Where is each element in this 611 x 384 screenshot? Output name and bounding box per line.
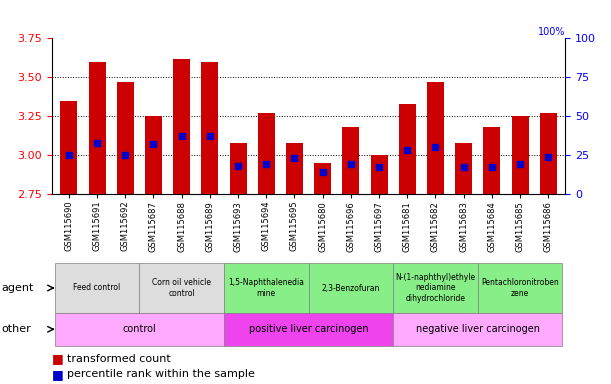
Bar	[89, 62, 106, 194]
Bar	[258, 113, 275, 194]
Bar	[455, 142, 472, 194]
Bar	[60, 101, 78, 194]
Text: Pentachloronitroben
zene: Pentachloronitroben zene	[481, 278, 559, 298]
Bar	[224, 263, 309, 313]
Text: Feed control: Feed control	[73, 283, 121, 293]
Text: negative liver carcinogen: negative liver carcinogen	[415, 324, 540, 334]
Bar	[399, 104, 415, 194]
Text: Corn oil vehicle
control: Corn oil vehicle control	[152, 278, 211, 298]
Bar	[540, 113, 557, 194]
Bar	[286, 142, 303, 194]
Bar	[145, 116, 162, 194]
Bar	[139, 263, 224, 313]
Bar	[427, 82, 444, 194]
Text: 100%: 100%	[538, 27, 565, 37]
Bar	[173, 59, 190, 194]
Text: agent: agent	[1, 283, 34, 293]
Text: ■: ■	[52, 368, 64, 381]
Text: control: control	[122, 324, 156, 334]
Bar	[55, 313, 224, 346]
Bar	[342, 127, 359, 194]
Text: transformed count: transformed count	[67, 354, 171, 364]
Bar	[371, 155, 387, 194]
Bar	[230, 142, 246, 194]
Bar	[309, 263, 393, 313]
Bar	[483, 127, 500, 194]
Text: other: other	[1, 324, 31, 334]
Bar	[314, 163, 331, 194]
Text: 2,3-Benzofuran: 2,3-Benzofuran	[321, 283, 380, 293]
Text: ■: ■	[52, 353, 64, 366]
Bar	[55, 263, 139, 313]
Bar	[393, 313, 562, 346]
Text: N-(1-naphthyl)ethyle
nediamine
dihydrochloride: N-(1-naphthyl)ethyle nediamine dihydroch…	[395, 273, 475, 303]
Text: positive liver carcinogen: positive liver carcinogen	[249, 324, 368, 334]
Text: 1,5-Naphthalenedia
mine: 1,5-Naphthalenedia mine	[229, 278, 304, 298]
Bar	[224, 313, 393, 346]
Text: percentile rank within the sample: percentile rank within the sample	[67, 369, 255, 379]
Bar	[202, 62, 218, 194]
Bar	[117, 82, 134, 194]
Bar	[511, 116, 529, 194]
Bar	[478, 263, 562, 313]
Bar	[393, 263, 478, 313]
